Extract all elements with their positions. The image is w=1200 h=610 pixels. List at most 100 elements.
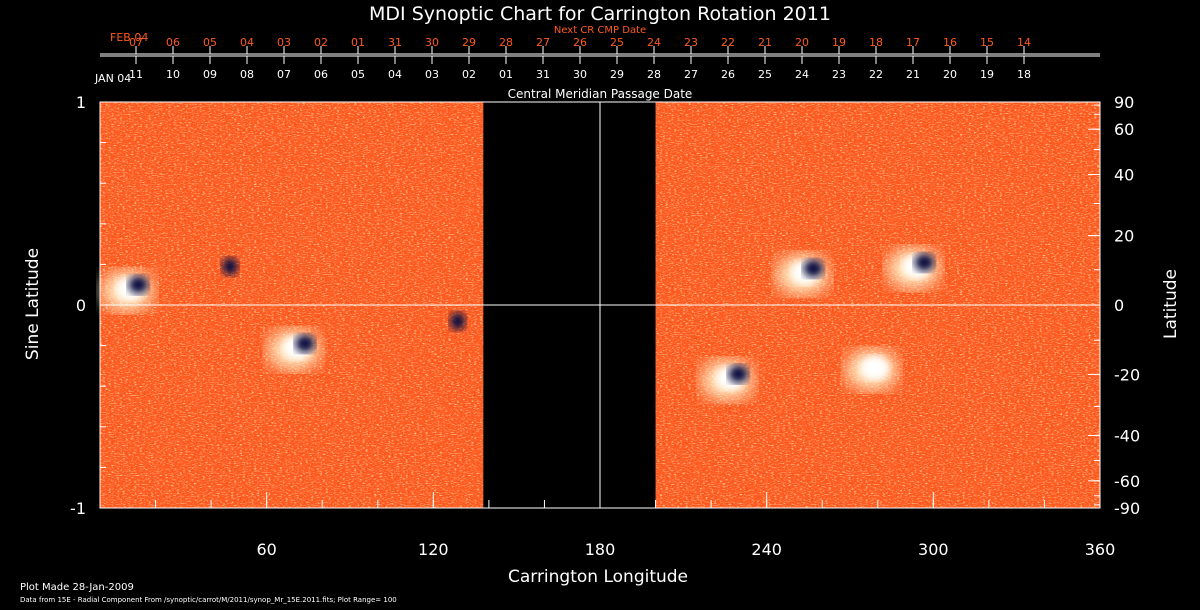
active-region-1 bbox=[101, 270, 154, 311]
active-region-4 bbox=[449, 312, 466, 331]
date-label: 15 bbox=[980, 36, 994, 49]
date-label: 18 bbox=[869, 36, 883, 49]
date-label: 29 bbox=[462, 36, 476, 49]
y-right-tick-label: -90 bbox=[1114, 499, 1140, 518]
active-region-8 bbox=[701, 360, 754, 401]
date-label: 25 bbox=[758, 68, 772, 81]
date-label: 26 bbox=[573, 36, 587, 49]
date-label: 01 bbox=[499, 68, 513, 81]
x-tick-label: 240 bbox=[751, 540, 782, 559]
date-label: 31 bbox=[536, 68, 550, 81]
date-label: 24 bbox=[795, 68, 809, 81]
negative-flux bbox=[128, 275, 149, 294]
data-source-note: Data from 15E - Radial Component From /s… bbox=[20, 596, 397, 604]
y-left-tick-label: -1 bbox=[70, 499, 86, 518]
date-start-label: FEB 04 bbox=[110, 31, 148, 44]
negative-flux bbox=[295, 334, 315, 353]
y-right-tick-label: 20 bbox=[1114, 227, 1134, 246]
cmp-axis: 11 10 09 08 07 06 05 04 03 02 01 31 30 29 28 27 26 25 24 23… bbox=[94, 55, 1100, 85]
date-label: 28 bbox=[647, 68, 661, 81]
x-tick-label: 360 bbox=[1085, 540, 1116, 559]
plot-made-note: Plot Made 28-Jan-2009 bbox=[20, 582, 134, 593]
y-axis-label-left: Sine Latitude bbox=[23, 248, 43, 360]
x-tick-label: 180 bbox=[585, 540, 616, 559]
plot-area bbox=[100, 102, 1100, 508]
date-label: 30 bbox=[425, 36, 439, 49]
y-right-tick-label: 60 bbox=[1114, 120, 1134, 139]
next-cr-label: Next CR CMP Date bbox=[554, 25, 646, 36]
active-region-7 bbox=[845, 349, 898, 390]
date-label: 08 bbox=[240, 68, 254, 81]
date-label: 10 bbox=[166, 68, 180, 81]
date-label: 27 bbox=[536, 36, 550, 49]
y-right-tick-label: 40 bbox=[1114, 166, 1134, 185]
date-label: 30 bbox=[573, 68, 587, 81]
date-label: 20 bbox=[943, 68, 957, 81]
y-right-tick-label: -60 bbox=[1114, 472, 1140, 491]
y-right-tick-label: 0 bbox=[1114, 296, 1124, 315]
y-right-tick-label: 90 bbox=[1114, 93, 1134, 112]
date-label: 26 bbox=[721, 68, 735, 81]
x-tick-label: 300 bbox=[918, 540, 949, 559]
negative-flux bbox=[222, 257, 238, 276]
date-label: 07 bbox=[129, 36, 143, 49]
date-start-label: JAN 04 bbox=[94, 72, 131, 85]
date-label: 31 bbox=[388, 36, 402, 49]
date-label: 07 bbox=[277, 68, 291, 81]
cmp-axis-label: Central Meridian Passage Date bbox=[508, 87, 693, 101]
date-label: 27 bbox=[684, 68, 698, 81]
date-label: 22 bbox=[721, 36, 735, 49]
date-label: 18 bbox=[1017, 68, 1031, 81]
active-region-5 bbox=[776, 254, 829, 295]
positive-core bbox=[860, 355, 889, 380]
date-label: 17 bbox=[906, 36, 920, 49]
y-left-tick-label: 0 bbox=[76, 296, 86, 315]
date-label: 03 bbox=[425, 68, 439, 81]
date-label: 23 bbox=[832, 68, 846, 81]
active-region-6 bbox=[887, 248, 940, 289]
date-label: 14 bbox=[1017, 36, 1031, 49]
y-right-tick-label: -20 bbox=[1114, 365, 1140, 384]
x-tick-label: 60 bbox=[256, 540, 276, 559]
chart-title: MDI Synoptic Chart for Carrington Rotati… bbox=[369, 3, 831, 25]
date-label: 01 bbox=[351, 36, 365, 49]
cmp-date-axes: 07 06 05 04 03 02 01 31 30 29 28 27 26 25 24 23 22 21 20 19… bbox=[94, 31, 1100, 85]
date-label: 11 bbox=[129, 68, 143, 81]
y-axis-label-right: Latitude bbox=[1161, 269, 1181, 339]
date-label: 19 bbox=[832, 36, 846, 49]
date-label: 05 bbox=[203, 36, 217, 49]
date-label: 24 bbox=[647, 36, 661, 49]
date-label: 04 bbox=[240, 36, 254, 49]
negative-flux bbox=[449, 312, 466, 331]
date-label: 04 bbox=[388, 68, 402, 81]
date-label: 28 bbox=[499, 36, 513, 49]
date-label: 03 bbox=[277, 36, 291, 49]
date-label: 29 bbox=[610, 68, 624, 81]
date-label: 21 bbox=[758, 36, 772, 49]
date-label: 02 bbox=[462, 68, 476, 81]
date-label: 19 bbox=[980, 68, 994, 81]
date-label: 09 bbox=[203, 68, 217, 81]
next-cmp-axis: 07 06 05 04 03 02 01 31 30 29 28 27 26 25 24 23 22 21 20 19… bbox=[100, 31, 1100, 55]
date-label: 16 bbox=[943, 36, 957, 49]
y-right-tick-label: -40 bbox=[1114, 426, 1140, 445]
y-left-tick-label: 1 bbox=[76, 93, 86, 112]
date-label: 02 bbox=[314, 36, 328, 49]
axes: 60 120 180 240 300 360 -1 0 1 90 60 40 20 0 -20 -40 -60 -… bbox=[70, 93, 1140, 559]
negative-flux bbox=[803, 259, 824, 278]
active-region-2 bbox=[222, 257, 238, 276]
date-label: 22 bbox=[869, 68, 883, 81]
negative-flux bbox=[914, 253, 935, 272]
active-region-3 bbox=[268, 329, 320, 370]
date-label: 05 bbox=[351, 68, 365, 81]
date-label: 23 bbox=[684, 36, 698, 49]
x-axis-label: Carrington Longitude bbox=[508, 567, 688, 587]
date-label: 20 bbox=[795, 36, 809, 49]
date-label: 06 bbox=[166, 36, 180, 49]
date-label: 21 bbox=[906, 68, 920, 81]
negative-flux bbox=[728, 365, 749, 384]
date-label: 06 bbox=[314, 68, 328, 81]
x-tick-label: 120 bbox=[418, 540, 449, 559]
date-label: 25 bbox=[610, 36, 624, 49]
